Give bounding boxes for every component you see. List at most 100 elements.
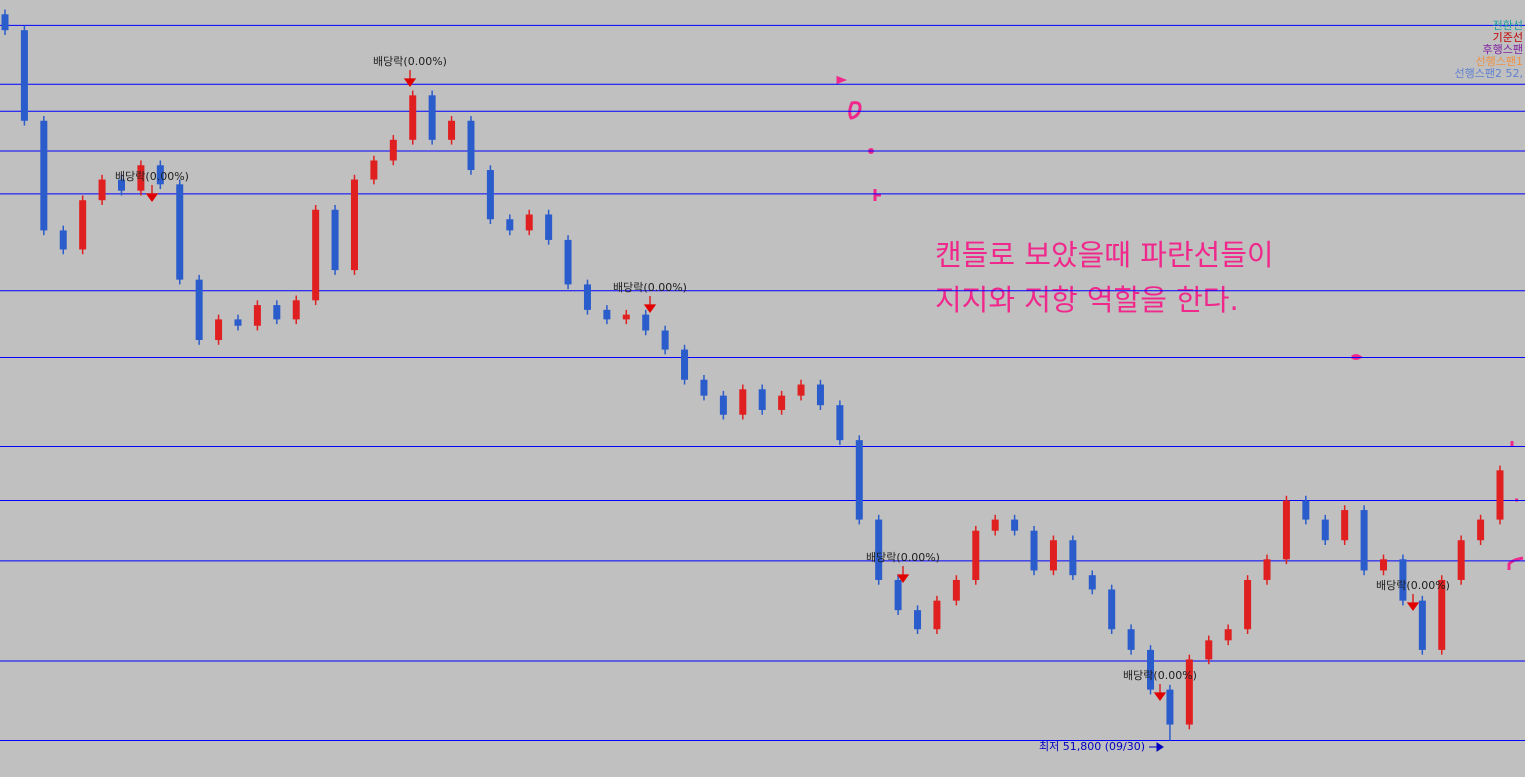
- candle-body: [622, 314, 630, 320]
- candle-body: [816, 384, 824, 406]
- candle-body: [117, 179, 125, 191]
- candle-body: [855, 440, 863, 520]
- candle-body: [894, 579, 902, 611]
- candle-body: [797, 384, 805, 396]
- candle-body: [661, 330, 669, 350]
- legend-entry: 선행스팬1: [1476, 55, 1523, 68]
- candle-body: [952, 579, 960, 601]
- candle-body: [1166, 689, 1174, 725]
- candle-body: [20, 30, 28, 121]
- candle-body: [1496, 470, 1504, 520]
- candle-body: [758, 389, 766, 410]
- candle-body: [176, 184, 184, 280]
- candle-body: [467, 120, 475, 171]
- dividend-label: 배당락(0.00%): [115, 170, 189, 183]
- candle-body: [681, 349, 689, 380]
- candle-body: [137, 165, 145, 191]
- candle-body: [1011, 519, 1019, 531]
- candle-body: [1418, 600, 1426, 650]
- candle-body: [389, 139, 397, 161]
- candle-body: [933, 600, 941, 630]
- candle-body: [1282, 500, 1290, 560]
- low-label: 최저 51,800 (09/30): [1039, 740, 1145, 753]
- candle-body: [409, 95, 417, 140]
- candle-body: [564, 239, 572, 285]
- candle-body: [1088, 575, 1096, 590]
- candle-body: [719, 395, 727, 415]
- candle-body: [1302, 500, 1310, 520]
- dividend-label: 배당락(0.00%): [1376, 579, 1450, 592]
- candle-body: [215, 319, 223, 341]
- candle-body: [1399, 559, 1407, 601]
- candle-body: [1127, 629, 1135, 650]
- scribble: [836, 75, 848, 85]
- dividend-arrow: [1153, 684, 1167, 702]
- candle-body: [350, 179, 358, 271]
- candle-body: [486, 170, 494, 220]
- candle-body: [1438, 579, 1446, 650]
- legend-entry: 기준선: [1493, 31, 1523, 44]
- candle-body: [448, 120, 456, 140]
- candle-body: [253, 305, 261, 326]
- dividend-arrow: [403, 70, 417, 88]
- candle-body: [1147, 649, 1155, 690]
- candle-body: [836, 405, 844, 441]
- legend-entry: 선행스팬2 52,: [1455, 67, 1523, 80]
- candle-body: [156, 165, 164, 185]
- candle-body: [273, 305, 281, 320]
- candle-body: [428, 95, 436, 140]
- note-text: 지지와 저항 역할을 한다.: [935, 283, 1239, 317]
- candle-body: [506, 219, 514, 231]
- candle-body: [991, 519, 999, 531]
- candle-body: [195, 279, 203, 341]
- candle-body: [370, 160, 378, 180]
- candle-body: [642, 314, 650, 331]
- candle-body: [875, 519, 883, 580]
- dividend-arrow: [896, 566, 910, 584]
- dividend-label: 배당락(0.00%): [613, 281, 687, 294]
- dividend-arrow: [1406, 594, 1420, 612]
- candle-body: [700, 379, 708, 396]
- candle-body: [1457, 540, 1465, 580]
- candle-body: [1, 14, 9, 31]
- candle-body: [79, 200, 87, 250]
- candle-body: [1108, 589, 1116, 630]
- candle-body: [914, 610, 922, 630]
- low-arrow: [1149, 742, 1164, 752]
- candle-body: [1069, 540, 1077, 576]
- candle-body: [234, 319, 242, 326]
- candle-body: [1244, 579, 1252, 630]
- candle-body: [778, 395, 786, 410]
- candle-body: [603, 309, 611, 320]
- candle-body: [1321, 519, 1329, 541]
- candle-body: [98, 179, 106, 201]
- candle-body: [1030, 530, 1038, 571]
- candle-body: [1360, 510, 1368, 571]
- candle-body: [739, 389, 747, 415]
- candle-body: [1224, 629, 1232, 641]
- candle-body: [525, 214, 533, 231]
- candle-body: [40, 120, 48, 231]
- candle-body: [583, 284, 591, 310]
- candle-body: [972, 530, 980, 580]
- candle-body: [1205, 640, 1213, 660]
- candle-body: [545, 214, 553, 240]
- candle-body: [331, 209, 339, 271]
- candle-body: [1477, 519, 1485, 541]
- note-text: 캔들로 보았을때 파란선들이: [935, 238, 1274, 272]
- dividend-label: 배당락(0.00%): [373, 55, 447, 68]
- dividend-label: 배당락(0.00%): [1123, 669, 1197, 682]
- candle-body: [59, 230, 67, 250]
- candle-body: [1049, 540, 1057, 571]
- dividend-arrow: [145, 185, 159, 203]
- candle-body: [1380, 559, 1388, 571]
- candle-body: [312, 209, 320, 301]
- scribble: [1351, 354, 1363, 360]
- legend-entry: 전환선: [1493, 19, 1523, 32]
- candle-body: [1341, 510, 1349, 541]
- candle-body: [1185, 659, 1193, 725]
- dividend-arrow: [643, 296, 657, 314]
- candle-body: [1263, 559, 1271, 580]
- legend-entry: 후행스팬: [1483, 43, 1523, 56]
